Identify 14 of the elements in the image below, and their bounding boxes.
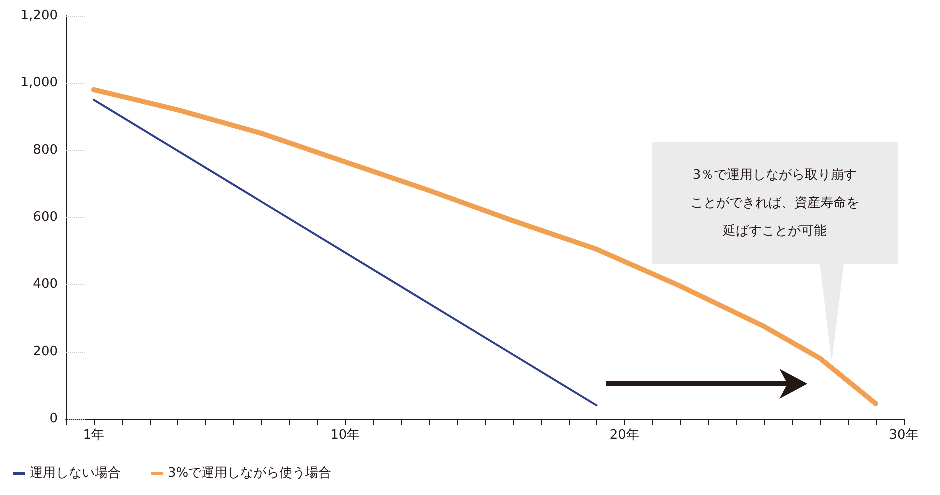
y-tick-label: 400 — [33, 277, 58, 292]
legend-label: 運用しない場合 — [30, 466, 121, 481]
y-tick-label: 1,000 — [20, 76, 58, 91]
y-tick-label: 600 — [33, 210, 58, 225]
x-tick-label: 30年 — [889, 428, 919, 443]
x-tick-label: 1年 — [83, 428, 105, 443]
y-tick-label: 0 — [50, 412, 58, 426]
y-tick-label: 200 — [33, 344, 58, 360]
x-tick-label: 20年 — [610, 428, 640, 443]
legend-label: 3%で運用しながら使う場合 — [168, 466, 332, 481]
x-tick-label: 10年 — [330, 428, 360, 443]
y-tick-label: 800 — [33, 142, 58, 158]
y-tick-label: 1,200 — [20, 8, 58, 24]
annotation: 3％で運用しながら取り崩すことができれば、資産寿命を延ばすことが可能 — [690, 167, 860, 241]
